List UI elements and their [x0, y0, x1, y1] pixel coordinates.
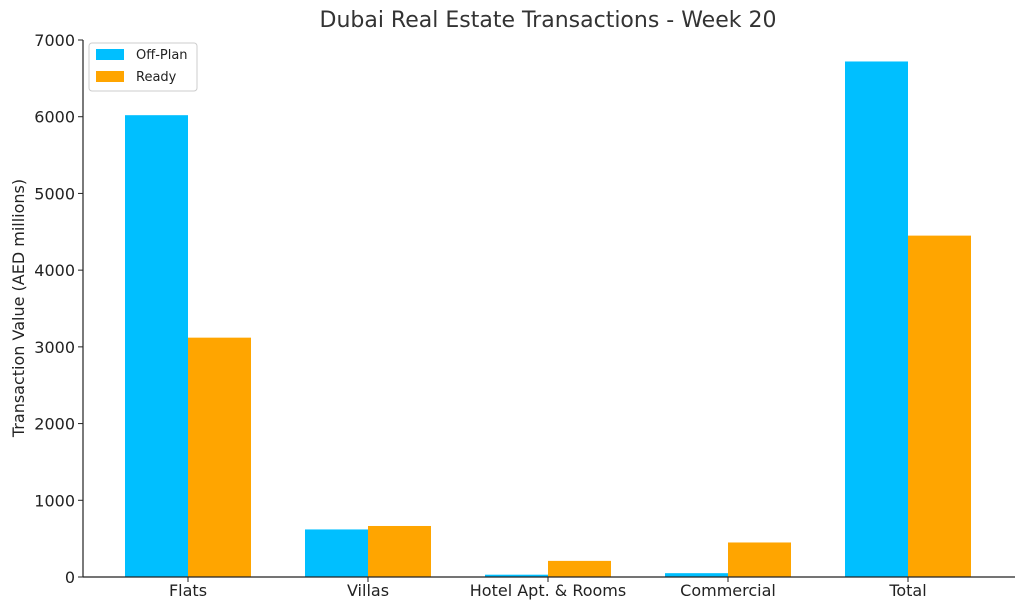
legend-label-ready: Ready	[136, 70, 177, 85]
x-tick-label: Hotel Apt. & Rooms	[470, 581, 626, 600]
bar-off-plan-flats	[125, 115, 188, 578]
bar-off-plan-hotel-apt-rooms	[485, 574, 548, 577]
x-tick-label: Commercial	[680, 581, 776, 600]
legend: Off-Plan Ready	[88, 42, 198, 92]
axes-layer	[82, 40, 1015, 578]
bars-layer	[125, 61, 971, 578]
legend-label-off-plan: Off-Plan	[136, 48, 188, 63]
y-tick-label: 2000	[34, 415, 75, 434]
y-tick-label: 5000	[34, 184, 75, 203]
y-tick-label: 1000	[34, 491, 75, 510]
y-tick-label: 3000	[34, 338, 75, 357]
bar-ready-flats	[188, 337, 251, 577]
y-tick-label: 6000	[34, 108, 75, 127]
x-tick-label: Total	[888, 581, 926, 600]
y-tick-label: 4000	[34, 261, 75, 280]
y-tick-label: 7000	[34, 31, 75, 50]
legend-swatch-off-plan	[96, 49, 124, 60]
y-axis-label: Transaction Value (AED millions)	[9, 179, 28, 438]
bar-ready-hotel-apt-rooms	[548, 560, 611, 577]
bar-ready-villas	[368, 525, 431, 577]
bar-ready-total	[908, 235, 971, 577]
ticks-layer: Flats Villas Hotel Apt. & Rooms Commercial T…	[34, 31, 926, 600]
bar-ready-commercial	[728, 542, 791, 577]
bar-off-plan-villas	[305, 529, 368, 577]
chart-title: Dubai Real Estate Transactions - Week 20	[320, 8, 777, 33]
bar-off-plan-total	[845, 61, 908, 578]
y-tick-label: 0	[65, 568, 75, 587]
x-tick-label: Villas	[347, 581, 389, 600]
bar-off-plan-commercial	[665, 573, 728, 577]
legend-swatch-ready	[96, 71, 124, 82]
x-tick-label: Flats	[169, 581, 207, 600]
